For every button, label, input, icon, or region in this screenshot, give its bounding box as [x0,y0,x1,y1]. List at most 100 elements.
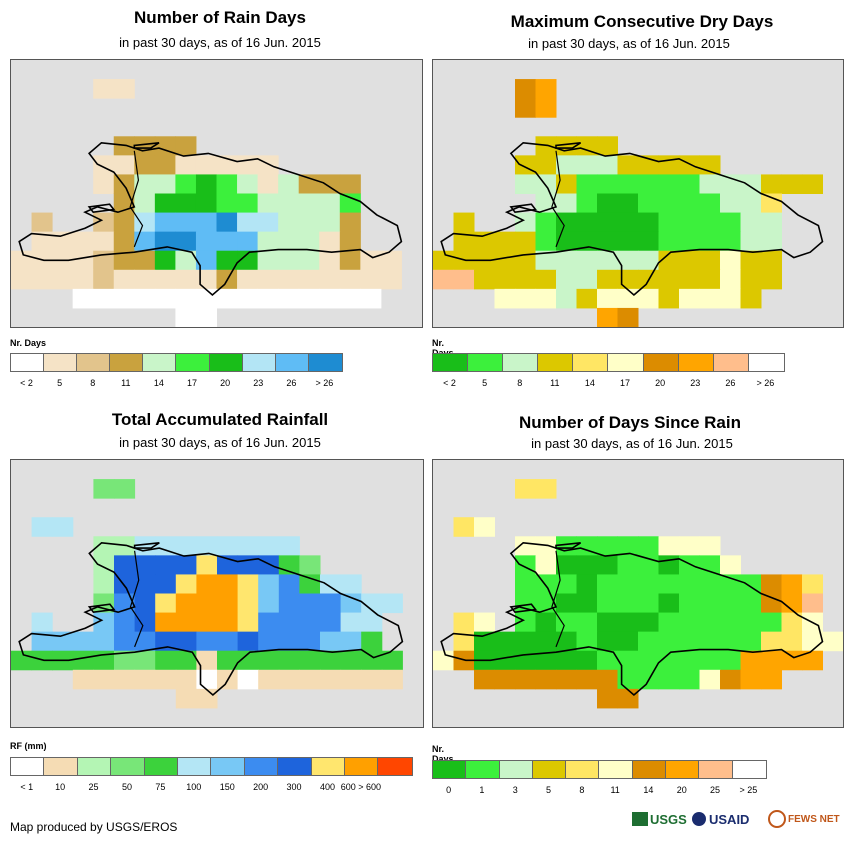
grid-cell [515,536,536,556]
grid-cell [320,593,342,614]
grid-cell [93,212,115,233]
legend-swatch [77,758,112,775]
grid-cell [761,574,782,594]
grid-cell [658,536,680,556]
grid-cell [114,536,136,556]
grid-cell [658,174,680,194]
grid-cell [556,612,577,633]
grid-cell [433,250,454,271]
grid-cell [822,631,843,652]
panel-subtitle: in past 30 days, as of 16 Jun. 2015 [119,435,321,450]
grid-cell [740,612,762,633]
grid-cell [658,574,680,594]
legend-swatch [699,761,733,778]
grid-cell [535,631,557,652]
grid-cell [494,631,516,652]
legend-tick-label: 5 [57,378,63,388]
grid-cell [195,231,217,252]
grid-cell [802,574,823,594]
country-border [551,550,565,648]
grid-cell [556,136,577,156]
grid-cell [761,593,782,614]
grid-cell [258,650,280,671]
grid-cell [617,212,639,233]
grid-cell [298,174,320,194]
grid-cell [638,174,659,194]
legend-swatch [732,761,766,778]
grid-cell [361,631,383,652]
grid-cell [155,612,177,633]
grid-cell [175,631,197,652]
legend-swatch [538,354,574,371]
grid-cell [258,536,280,556]
grid-cell [535,79,557,99]
grid-cell [114,479,136,499]
grid-cell [597,288,618,309]
grid-cell [556,574,577,594]
legend-swatch [499,761,533,778]
grid-cell [699,288,721,309]
grid-cell [196,593,218,614]
grid-cell [154,155,176,175]
grid-cell [237,193,259,214]
grid-cell [134,155,156,175]
grid-cell [175,593,197,614]
grid-cell [237,574,259,594]
grid-cell [781,174,803,194]
grid-cell [237,669,259,690]
grid-cell [638,250,659,271]
grid-cell [31,631,53,652]
grid-cell [740,193,762,214]
grid-cell [720,612,741,633]
grid-cell [257,212,279,233]
grid-cell [216,288,238,309]
grid-cell [339,212,361,233]
grid-cell [278,269,300,290]
legend-tick-label: 600 > 600 [340,782,382,792]
legend-tick-label: 50 [121,782,132,792]
grid-cell [72,650,94,671]
legend-tick-label: 23 [253,378,264,388]
grid-cell [134,536,156,556]
legend-tick-label: 75 [155,782,166,792]
grid-cell [638,536,659,556]
grid-cell [93,479,115,499]
grid-cell [699,231,721,252]
grid-cell [299,650,321,671]
total-rainfall-map [10,459,424,728]
grid-cell [134,231,156,252]
island-coast [555,542,582,549]
grid-cell [339,231,361,252]
grid-cell [740,212,762,233]
grid-cell [679,288,700,309]
grid-cell [597,593,618,614]
island-coast [133,142,160,149]
grid-cell [515,212,536,233]
usaid-seal-icon [692,812,706,826]
grid-cell [381,650,403,671]
grid-cell [535,612,557,633]
grid-cell [617,288,639,309]
grid-cell [320,669,342,690]
grid-cell [535,212,557,233]
grid-cell [217,574,239,594]
legend-tick-label: 8 [579,785,585,795]
legend-tick-label: 5 [482,378,488,388]
grid-cell [320,574,342,594]
grid-cell [699,212,721,233]
legend-swatch [433,354,469,371]
grid-cell [114,612,136,633]
grid-cell [617,688,639,709]
grid-cell [175,536,197,556]
grid-cell [360,269,382,290]
grid-cell [134,288,156,309]
grid-cell [339,174,361,194]
grid-cell [699,650,721,671]
grid-cell [217,536,239,556]
legend-swatch [278,758,312,775]
island-outline [440,541,824,697]
grid-cell [658,593,680,614]
legend-swatch [608,354,644,371]
grid-cell [298,288,320,309]
grid-cell [52,231,74,252]
